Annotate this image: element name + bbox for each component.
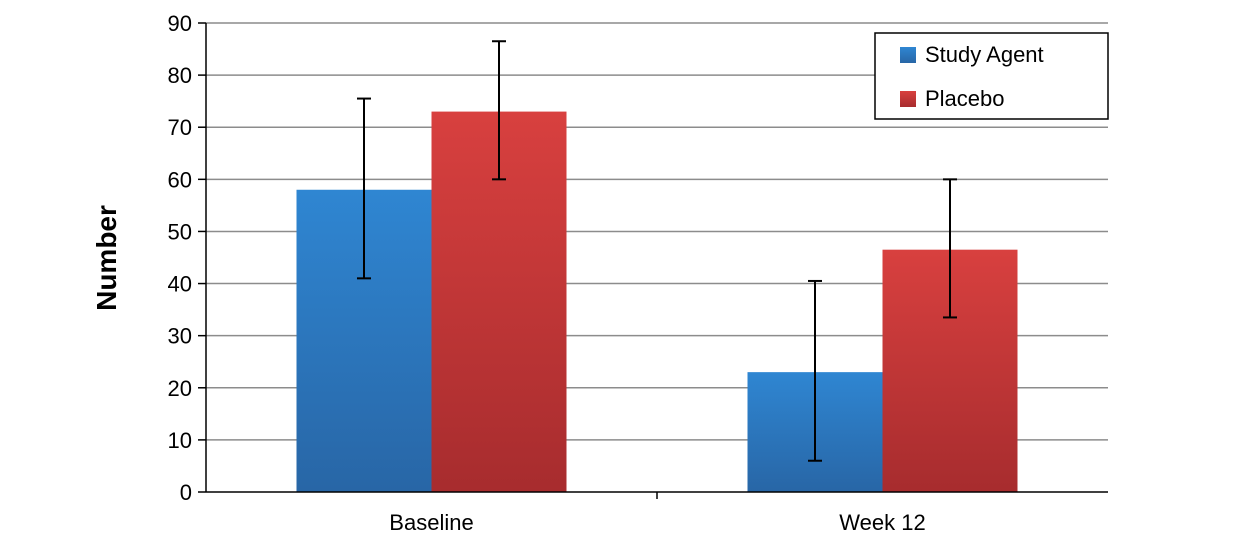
- legend: Study Agent Placebo: [874, 32, 1109, 120]
- error-bar-placebo: [943, 178, 957, 319]
- error-bar-study-agent: [808, 279, 822, 462]
- x-category-label: Baseline: [389, 510, 473, 535]
- y-tick-label: 70: [168, 115, 192, 140]
- y-tick-label: 80: [168, 63, 192, 88]
- legend-swatch-study-agent: [900, 47, 916, 63]
- y-tick-label: 20: [168, 376, 192, 401]
- error-bar-study-agent: [357, 97, 371, 280]
- error-bar-placebo: [492, 40, 506, 181]
- y-axis-label: Number: [91, 205, 122, 311]
- y-tick-label: 30: [168, 324, 192, 349]
- y-tick-label: 60: [168, 167, 192, 192]
- x-category-label: Week 12: [839, 510, 925, 535]
- bars: [296, 111, 1018, 492]
- legend-swatch-placebo: [900, 91, 916, 107]
- legend-label-placebo: Placebo: [925, 86, 1005, 111]
- error-bars: [357, 40, 957, 462]
- legend-label-study-agent: Study Agent: [925, 42, 1044, 67]
- y-tick-label: 40: [168, 272, 192, 297]
- y-tick-label: 50: [168, 219, 192, 244]
- y-tick-label: 0: [180, 480, 192, 505]
- axes: [198, 22, 1108, 499]
- y-tick-label: 10: [168, 428, 192, 453]
- y-tick-label: 90: [168, 11, 192, 36]
- tick-labels: 0 10 20 30 40 50 60 70 80 90 Baseline Week 12: [168, 11, 926, 535]
